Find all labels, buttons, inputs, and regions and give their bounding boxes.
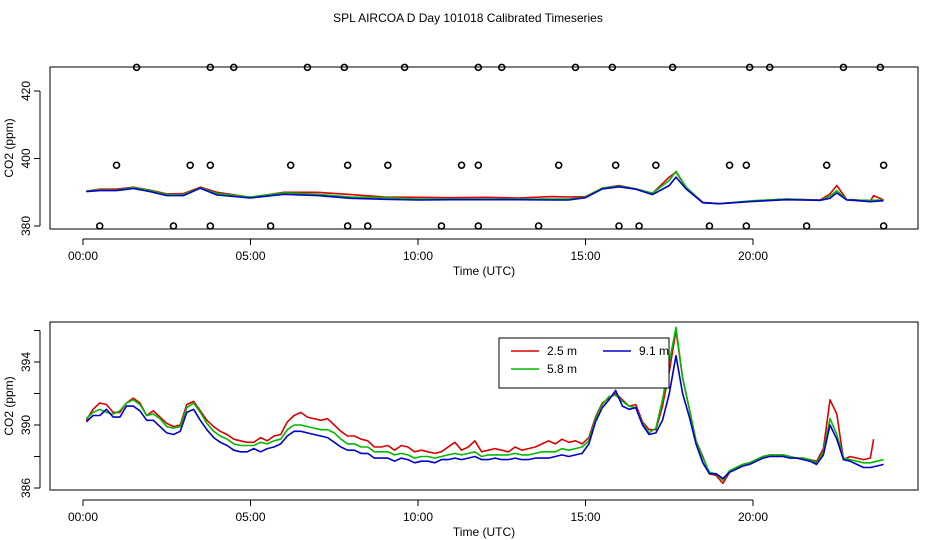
marker-point: [206, 222, 215, 230]
marker-point: [206, 161, 215, 170]
legend-label-s25: 2.5 m: [547, 344, 577, 358]
marker-point: [437, 222, 446, 230]
y-tick-label: 400: [19, 148, 33, 168]
marker-point: [879, 161, 888, 170]
marker-point: [343, 222, 352, 230]
marker-point: [95, 222, 104, 230]
plot-frame: [49, 321, 919, 491]
x-tick-label: 00:00: [68, 249, 98, 263]
series-line-s58: [85, 326, 884, 481]
x-tick-label: 00:00: [68, 510, 98, 524]
marker-point: [742, 222, 751, 230]
chart-title: SPL AIRCOA D Day 101018 Calibrated Times…: [333, 11, 603, 25]
marker-point: [400, 63, 409, 72]
marker-point: [384, 161, 392, 170]
marker-point: [765, 63, 774, 72]
y-tick-label: 386: [19, 478, 33, 498]
top-panel: 00:00 05:00 10:00 15:00 20:00 Time (UTC) 380 40…: [2, 63, 919, 278]
marker-point: [474, 222, 483, 230]
legend-box: [498, 337, 670, 389]
marker-point: [725, 161, 734, 170]
series-line-s58: [86, 170, 884, 205]
marker-point: [340, 63, 349, 72]
y-tick-label: 390: [19, 415, 33, 435]
y-axis-label: CO2 (ppm): [2, 118, 16, 177]
x-tick-label: 10:00: [403, 510, 433, 524]
plot-frame: [49, 66, 919, 230]
marker-point: [457, 161, 466, 170]
y-axis-label: CO2 (ppm): [2, 376, 16, 435]
x-tick-label: 20:00: [738, 510, 768, 524]
x-tick-label: 10:00: [403, 249, 433, 263]
x-tick-label: 15:00: [570, 510, 600, 524]
marker-point: [611, 161, 620, 170]
marker-point: [668, 63, 677, 72]
marker-point: [474, 63, 483, 72]
y-tick-label: 420: [19, 81, 33, 101]
marker-point: [169, 222, 178, 230]
x-axis-label: Time (UTC): [453, 264, 515, 278]
marker-point: [745, 63, 754, 72]
marker-point: [186, 161, 194, 170]
x-tick-label: 05:00: [235, 510, 265, 524]
legend-label-s58: 5.8 m: [547, 362, 577, 376]
marker-point: [266, 222, 275, 230]
marker-point: [303, 63, 312, 72]
marker-point: [343, 161, 352, 170]
marker-point: [822, 161, 831, 170]
x-tick-label: 05:00: [235, 249, 265, 263]
marker-point: [839, 63, 848, 72]
marker-point: [132, 63, 141, 72]
legend: 2.5 m 5.8 m 9.1 m: [498, 337, 670, 389]
marker-point: [615, 222, 623, 230]
marker-point: [363, 222, 372, 230]
series-line-s91: [86, 176, 884, 205]
marker-point: [554, 161, 563, 170]
marker-point: [608, 63, 617, 72]
marker-point: [635, 222, 643, 230]
y-tick-label: 394: [19, 352, 33, 372]
bottom-panel: 00:00 05:00 10:00 15:00 20:00 Time (UTC) 386 39…: [2, 321, 919, 539]
x-axis-label: Time (UTC): [453, 525, 515, 539]
marker-point: [474, 161, 483, 170]
legend-label-s91: 9.1 m: [639, 344, 669, 358]
marker-point: [112, 161, 121, 170]
x-tick-label: 15:00: [570, 249, 600, 263]
marker-point: [652, 161, 660, 170]
marker-point: [534, 222, 543, 230]
marker-point: [876, 63, 885, 72]
x-tick-label: 20:00: [738, 249, 768, 263]
y-tick-label: 380: [19, 216, 33, 236]
marker-point: [286, 161, 295, 170]
marker-point: [206, 63, 215, 72]
marker-point: [705, 222, 714, 230]
marker-point: [229, 63, 238, 72]
marker-point: [742, 161, 751, 170]
series-line-s91: [85, 354, 884, 480]
marker-point: [802, 222, 811, 230]
marker-point: [571, 63, 580, 72]
marker-point: [497, 63, 506, 72]
marker-point: [879, 222, 888, 230]
